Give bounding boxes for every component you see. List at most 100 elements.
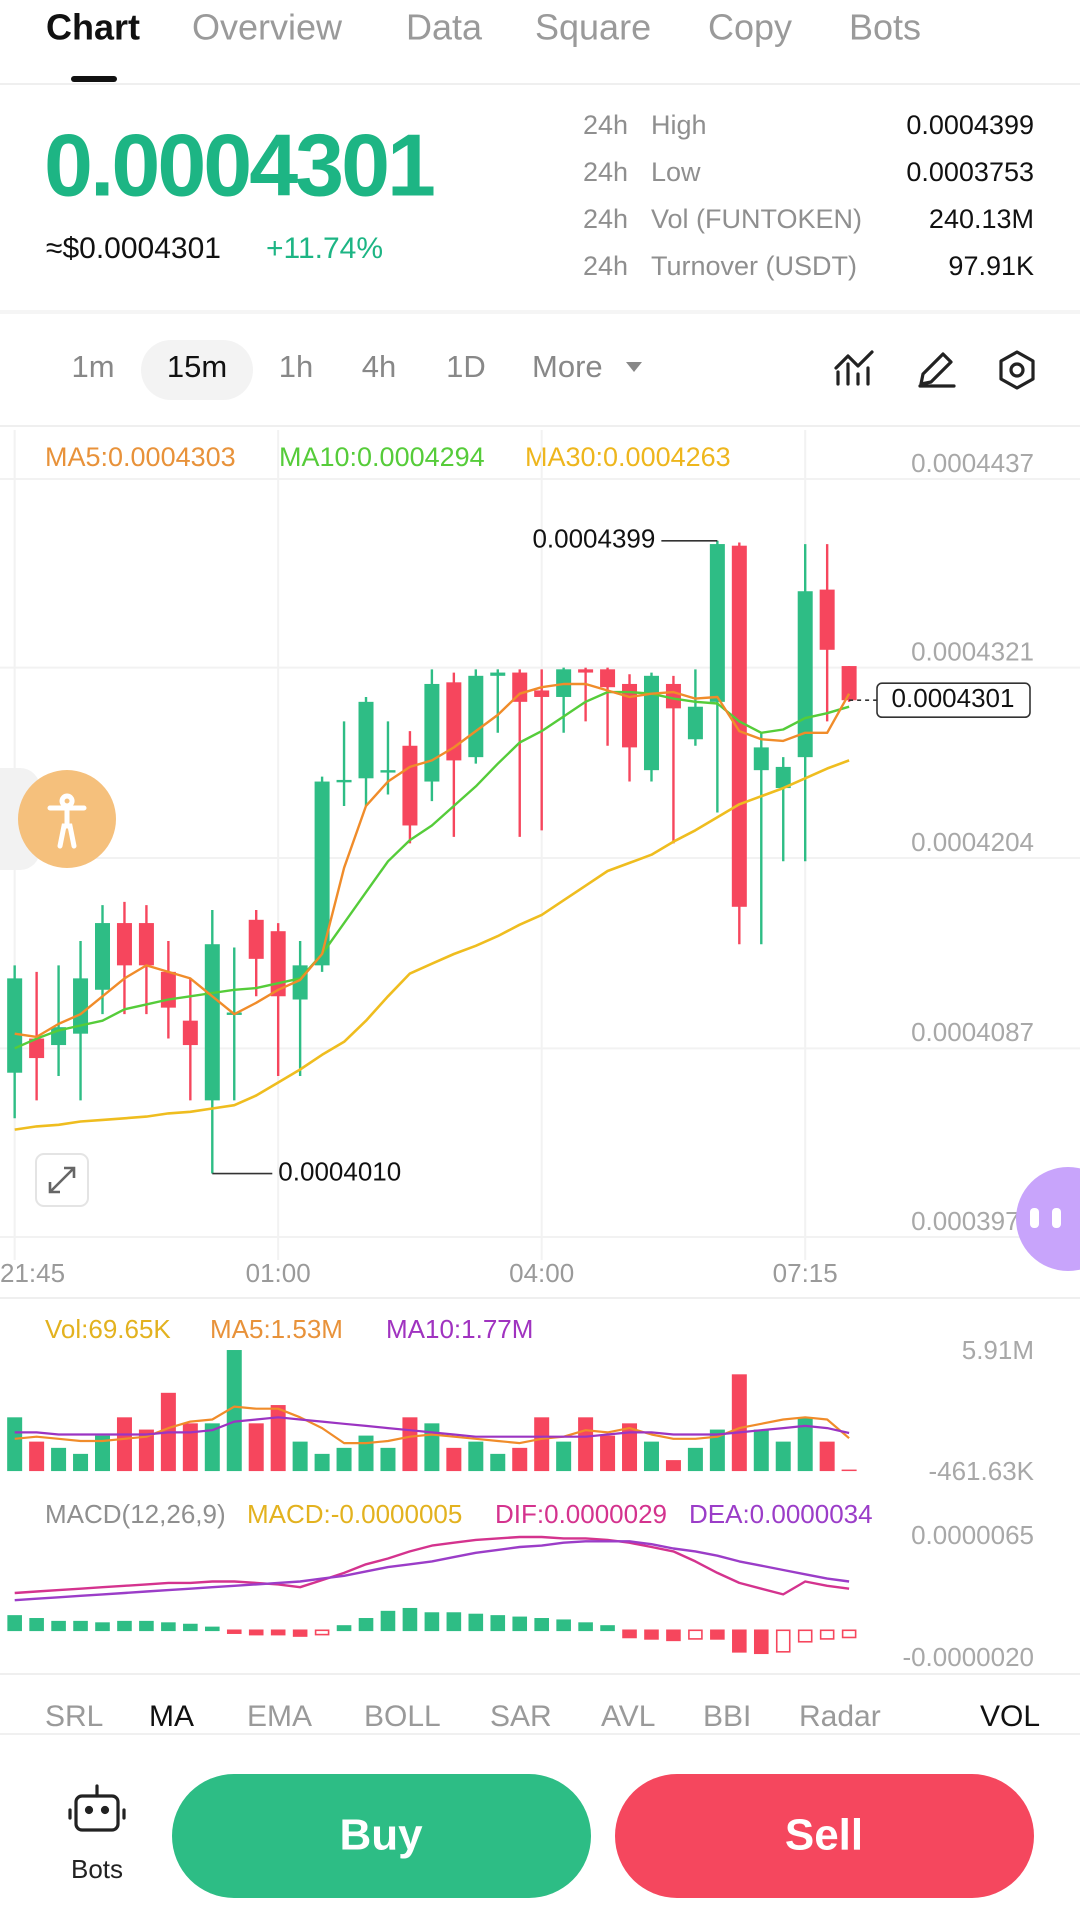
stat-period: 24h — [583, 157, 628, 187]
vol-legend: MA5:1.53M — [210, 1314, 343, 1344]
indicator-tab[interactable]: VOL — [980, 1700, 1040, 1733]
vol-legend: Vol:69.65K — [45, 1314, 171, 1344]
indicator-icon[interactable] — [834, 350, 874, 386]
tab[interactable]: Copy — [708, 7, 792, 48]
candle-body — [622, 683, 638, 748]
buy-button[interactable] — [172, 1774, 591, 1898]
macd-bar — [556, 1619, 571, 1632]
indicator-tab[interactable]: SRL — [45, 1700, 103, 1733]
indicator-tab[interactable]: SAR — [490, 1700, 552, 1733]
tab[interactable]: Overview — [192, 7, 343, 48]
dif-line — [14, 1535, 850, 1596]
candle-body — [797, 591, 813, 758]
candle-body — [7, 978, 23, 1073]
candle-body — [160, 971, 176, 1008]
macd-bar — [95, 1622, 110, 1632]
volume-bar — [841, 1469, 857, 1472]
candle-body — [709, 544, 725, 702]
candle-body — [665, 683, 681, 709]
volume-bar — [753, 1429, 769, 1472]
stat-period: 24h — [583, 204, 628, 234]
stat-label: High — [651, 110, 707, 140]
settings-icon[interactable] — [999, 350, 1035, 390]
vol-ma10-line — [14, 1416, 850, 1438]
candle-body — [182, 1020, 198, 1046]
candle-body — [578, 669, 594, 673]
sell-label[interactable]: Sell — [785, 1811, 863, 1860]
volume-bar — [687, 1447, 703, 1472]
candle-body — [512, 672, 528, 702]
tab[interactable]: Bots — [849, 7, 921, 48]
volume-bar — [248, 1423, 264, 1472]
volume-bar — [643, 1441, 659, 1472]
bots-label[interactable]: Bots — [71, 1854, 123, 1884]
y-tick-label: 5.91M — [962, 1335, 1034, 1365]
volume-bar — [775, 1441, 791, 1472]
volume-bar — [116, 1417, 132, 1472]
macd-bar — [512, 1616, 528, 1632]
macd-bar — [819, 1629, 835, 1640]
y-tick-label: 0.0004087 — [911, 1017, 1034, 1047]
candle-body — [73, 978, 89, 1034]
expand-icon — [48, 1166, 76, 1194]
ma-legend: MA30:0.0004263 — [525, 442, 731, 472]
volume-bar — [314, 1453, 330, 1472]
macd-legend: DEA:0.0000034 — [689, 1499, 873, 1529]
price-change: +11.74% — [266, 232, 383, 265]
y-tick-label: 0.0004321 — [911, 637, 1034, 667]
candle-body — [358, 701, 374, 779]
indicator-tab[interactable]: MA — [149, 1700, 194, 1733]
indicator-tab[interactable]: EMA — [247, 1700, 312, 1733]
indicator-tab[interactable]: BBI — [703, 1700, 751, 1733]
tab[interactable]: Data — [406, 7, 483, 48]
interval[interactable]: 4h — [362, 349, 396, 384]
macd-bar — [336, 1625, 352, 1632]
macd-bar — [468, 1613, 484, 1632]
interval[interactable]: 15m — [167, 349, 227, 384]
macd-bar — [204, 1626, 220, 1632]
tab[interactable]: Chart — [46, 7, 140, 48]
volume-bar — [95, 1435, 111, 1472]
candle-body — [116, 923, 132, 966]
indicator-tab[interactable]: Radar — [799, 1700, 881, 1733]
volume-bar — [51, 1447, 67, 1472]
interval[interactable]: 1h — [279, 349, 313, 384]
stat-value: 240.13M — [929, 204, 1034, 234]
candle-body — [204, 944, 220, 1101]
low-annotation: 0.0004010 — [278, 1156, 401, 1186]
candle-body — [402, 745, 418, 826]
sell-button[interactable] — [615, 1774, 1034, 1898]
stat-label: Vol (FUNTOKEN) — [651, 204, 862, 234]
x-tick-label: 21:45 — [0, 1258, 65, 1288]
buy-label[interactable]: Buy — [339, 1811, 423, 1860]
volume-bar — [490, 1453, 506, 1472]
volume-bar — [600, 1435, 616, 1472]
volume-bar — [556, 1441, 572, 1472]
candle-body — [468, 675, 484, 758]
macd-bar — [424, 1612, 440, 1632]
volume-bar — [182, 1423, 198, 1472]
tab[interactable]: Square — [535, 7, 651, 48]
assistant-eye — [1030, 1208, 1039, 1228]
stat-label: Turnover (USDT) — [651, 251, 857, 281]
indicator-tab[interactable]: BOLL — [364, 1700, 441, 1733]
bots-icon[interactable] — [68, 1784, 126, 1832]
volume-bar — [380, 1447, 396, 1472]
macd-bar — [797, 1629, 813, 1643]
candle-body — [248, 919, 264, 959]
candle-body — [687, 706, 703, 740]
stat-value: 97.91K — [948, 251, 1034, 281]
assistant-bubble — [1016, 1167, 1080, 1271]
assistant-eye — [1052, 1208, 1061, 1228]
interval-more[interactable]: More — [532, 349, 603, 384]
volume-bar — [446, 1447, 462, 1472]
interval[interactable]: 1m — [71, 349, 114, 384]
volume-bar — [665, 1460, 681, 1472]
indicator-tab[interactable]: AVL — [601, 1700, 655, 1733]
candle-body — [380, 770, 396, 773]
stat-label: Low — [651, 157, 701, 187]
draw-icon[interactable] — [918, 352, 956, 388]
accessibility-figure — [47, 793, 87, 849]
interval[interactable]: 1D — [446, 349, 486, 384]
